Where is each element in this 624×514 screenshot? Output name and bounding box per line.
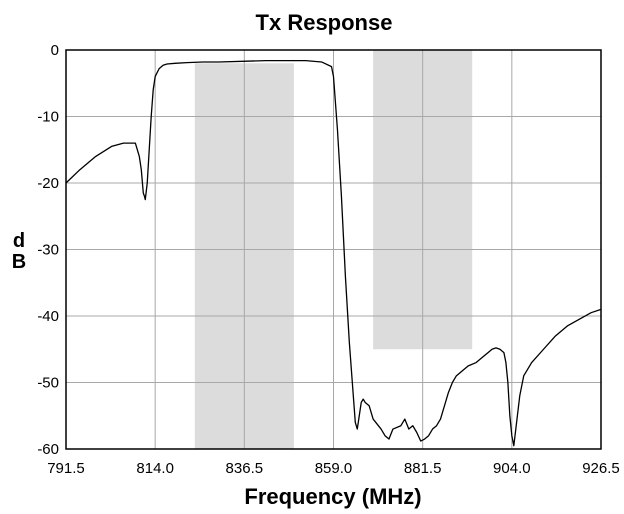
x-tick-label: 926.5 <box>582 460 620 477</box>
y-tick-label: -30 <box>37 242 59 259</box>
y-tick-label: -40 <box>37 308 59 325</box>
y-tick-label: -60 <box>37 441 59 458</box>
plot-frame <box>65 49 602 450</box>
x-axis-label: Frequency (MHz) <box>244 484 421 509</box>
chart-title: Tx Response <box>256 10 393 35</box>
y-tick-labels: 0 -10 -20 -30 -40 -50 -60 <box>37 42 59 458</box>
y-axis-label-line2: B <box>12 251 26 273</box>
y-tick-label: -20 <box>37 175 59 192</box>
x-tick-label: 791.5 <box>47 460 85 477</box>
x-tick-label: 904.0 <box>493 460 531 477</box>
x-tick-label: 836.5 <box>226 460 264 477</box>
x-tick-labels: 791.5 814.0 836.5 859.0 881.5 904.0 926.5 <box>47 460 620 477</box>
grid-lines <box>66 50 601 449</box>
plot-area <box>65 49 602 450</box>
y-tick-label: 0 <box>51 42 59 59</box>
y-axis-label-line1: d <box>13 230 25 252</box>
series-line-0 <box>65 59 602 447</box>
x-tick-label: 859.0 <box>315 460 353 477</box>
y-tick-label: -10 <box>37 109 59 126</box>
x-tick-label: 881.5 <box>404 460 442 477</box>
y-tick-label: -50 <box>37 375 59 392</box>
x-tick-label: 814.0 <box>136 460 174 477</box>
series-layer <box>65 59 602 447</box>
